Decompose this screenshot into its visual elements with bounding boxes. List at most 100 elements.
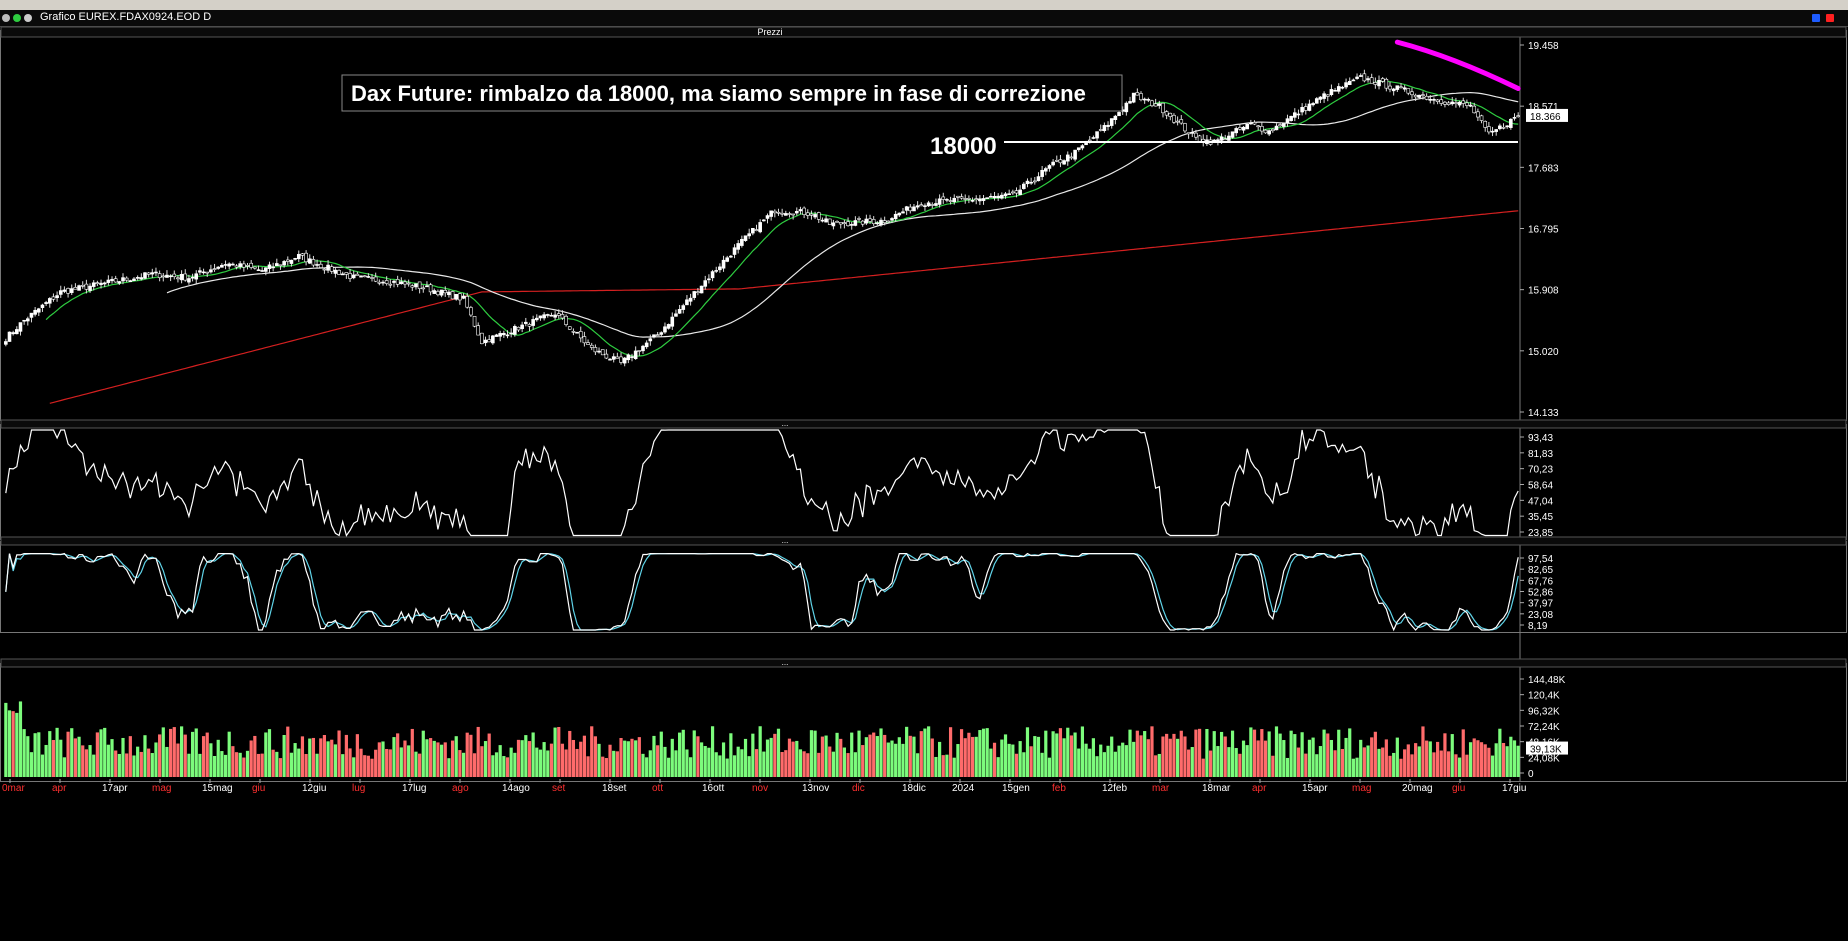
volume-bar: [817, 752, 821, 777]
candle-body: [904, 206, 909, 211]
candle-body: [1340, 86, 1345, 89]
volume-bar: [114, 750, 118, 777]
candle-body: [1102, 125, 1107, 132]
candle-body: [1318, 96, 1323, 100]
candle-body: [154, 271, 158, 274]
candle-body: [747, 233, 751, 237]
candle-body: [480, 332, 484, 345]
volume-bar: [1165, 733, 1169, 777]
volume-bar: [337, 730, 341, 777]
candle-body: [707, 278, 711, 281]
volume-bar: [586, 756, 590, 777]
candle-body: [637, 350, 642, 352]
candle-body: [593, 347, 598, 353]
volume-bar: [524, 735, 528, 777]
candle-body: [436, 291, 440, 296]
volume-bar: [678, 732, 682, 777]
candle-body: [102, 282, 107, 285]
candle-body: [714, 270, 719, 272]
volume-bar: [1084, 743, 1088, 777]
volume-bar: [1436, 741, 1440, 777]
volume-bar: [1095, 756, 1099, 777]
candle-body: [868, 218, 872, 222]
candle-body: [556, 313, 561, 316]
volume-bar: [494, 752, 499, 777]
candle-body: [1344, 82, 1348, 88]
candle-body: [1014, 190, 1019, 194]
candle-body: [721, 259, 726, 269]
volume-bar: [249, 740, 253, 777]
volume-axis-label: 120,4K: [1528, 691, 1560, 702]
volume-bar: [531, 732, 535, 777]
candle-body: [769, 210, 773, 217]
volume-bar: [663, 746, 667, 777]
candle-body: [307, 258, 312, 264]
candle-body: [157, 273, 162, 278]
candle-body: [472, 316, 477, 327]
volume-bar: [1216, 746, 1220, 777]
candle-body: [729, 255, 733, 258]
volume-bar: [619, 737, 623, 777]
window-restore-icon[interactable]: [1812, 14, 1820, 22]
candle-body: [1487, 126, 1491, 133]
candle-body: [516, 326, 521, 331]
candle-body: [919, 204, 924, 207]
candle-body: [813, 214, 817, 218]
volume-bar: [725, 758, 729, 777]
window-close-icon[interactable]: [1826, 14, 1834, 22]
candle-body: [732, 247, 737, 255]
candle-body: [198, 270, 202, 273]
osc-axis-label: 47,04: [1528, 496, 1553, 507]
candle-body: [773, 210, 777, 214]
volume-bar: [542, 742, 546, 777]
volume-bar: [385, 748, 389, 777]
candle-body: [1439, 99, 1444, 104]
candle-body: [787, 213, 792, 215]
candle-body: [1300, 107, 1304, 113]
volume-bar: [714, 752, 718, 777]
volume-bar: [897, 737, 901, 777]
candle-body: [18, 322, 23, 332]
candle-body: [304, 252, 308, 263]
candle-body: [838, 222, 843, 225]
volume-bar: [264, 732, 268, 777]
candle-body: [483, 339, 488, 344]
volume-bar: [1461, 729, 1465, 777]
volume-bar: [1267, 731, 1271, 777]
candle-body: [1432, 99, 1436, 101]
candle-body: [1461, 100, 1466, 104]
candle-body: [542, 314, 546, 319]
volume-axis-label: 96,32K: [1528, 706, 1560, 717]
candle-body: [1384, 78, 1389, 89]
candle-body: [963, 198, 968, 200]
candle-body: [395, 279, 400, 285]
volume-bar: [813, 730, 817, 777]
downtrend-line: [1394, 39, 1521, 92]
x-axis-label: 12feb: [1102, 783, 1127, 794]
candle-body: [538, 315, 543, 319]
volume-bar: [1399, 758, 1403, 777]
last-volume-marker: [1526, 741, 1568, 755]
candle-body: [1454, 102, 1458, 105]
candle-body: [220, 264, 224, 268]
candle-body: [1153, 103, 1158, 107]
volume-bar: [502, 756, 506, 777]
candle-body: [1369, 77, 1374, 84]
candle-body: [1358, 75, 1363, 77]
menu-icon[interactable]: [2, 14, 10, 22]
candle-body: [1435, 99, 1440, 102]
candle-body: [1351, 79, 1356, 82]
candle-body: [527, 324, 532, 327]
chart-title-box: [341, 74, 1123, 112]
volume-bar: [48, 731, 52, 777]
candle-body: [201, 271, 206, 274]
volume-bar: [1234, 748, 1238, 777]
candle-body: [1333, 90, 1337, 92]
volume-bar: [1392, 752, 1396, 777]
candle-body: [1106, 124, 1110, 127]
volume-bar: [183, 734, 187, 777]
volume-bar: [579, 741, 583, 777]
volume-bar: [729, 733, 733, 777]
x-axis-label: 13nov: [802, 783, 829, 794]
volume-bar: [1490, 755, 1495, 777]
